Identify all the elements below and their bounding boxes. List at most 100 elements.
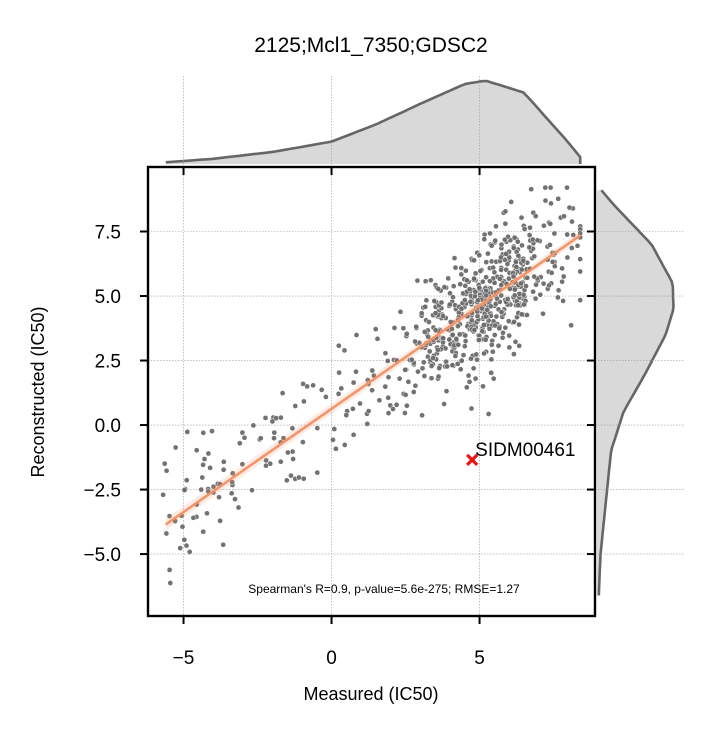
scatter-point	[461, 297, 468, 303]
scatter-point	[504, 296, 511, 302]
scatter-point	[547, 242, 553, 248]
scatter-point	[515, 302, 521, 309]
scatter-point	[534, 237, 541, 244]
scatter-point	[505, 318, 512, 324]
scatter-point	[564, 254, 571, 261]
scatter-point	[239, 429, 246, 436]
scatter-point	[440, 313, 446, 320]
scatter-point	[193, 447, 200, 454]
scatter-point	[493, 223, 499, 230]
scatter-point	[511, 319, 517, 325]
scatter-point	[438, 299, 445, 306]
scatter-point	[167, 580, 174, 586]
chart-title: 2125;Mcl1_7350;GDSC2	[254, 34, 487, 57]
scatter-point	[481, 322, 487, 328]
scatter-point	[436, 365, 443, 371]
scatter-point	[502, 220, 509, 227]
scatter-point	[364, 421, 371, 427]
scatter-point	[376, 397, 383, 404]
scatter-point	[432, 310, 439, 316]
scatter-point	[483, 287, 489, 294]
scatter-point	[506, 344, 513, 351]
scatter-point	[301, 398, 307, 405]
scatter-point	[561, 213, 567, 220]
scatter-point	[458, 305, 465, 312]
scatter-point	[452, 353, 459, 359]
scatter-point	[510, 273, 517, 280]
scatter-point	[430, 355, 436, 361]
scatter-point	[318, 386, 325, 393]
scatter-point	[186, 549, 193, 555]
scatter-point	[471, 275, 477, 282]
y-tick-label: −2.5	[83, 481, 121, 502]
scatter-point	[300, 439, 306, 445]
scatter-point	[555, 287, 562, 294]
scatter-point	[516, 321, 522, 328]
highlight-point-marker	[466, 453, 479, 467]
scatter-point	[491, 332, 498, 338]
scatter-point	[262, 415, 269, 421]
scatter-point	[385, 410, 392, 416]
x-tick-label: −5	[173, 648, 195, 669]
scatter-point	[432, 327, 439, 334]
scatter-point	[443, 358, 449, 365]
scatter-point	[470, 365, 477, 372]
scatter-point	[537, 291, 544, 298]
scatter-point	[548, 200, 554, 207]
x-tick-label: 0	[326, 648, 337, 669]
scatter-point	[548, 269, 555, 276]
scatter-point	[271, 435, 277, 442]
scatter-point	[410, 389, 417, 395]
scatter-point	[296, 474, 302, 481]
scatter-point	[229, 470, 236, 477]
scatter-point	[428, 375, 435, 382]
scatter-point	[502, 208, 509, 215]
scatter-point	[475, 297, 481, 304]
scatter-point	[397, 308, 404, 315]
scatter-point	[365, 408, 372, 414]
scatter-point	[476, 284, 483, 291]
scatter-point	[487, 278, 493, 284]
scatter-point	[485, 411, 492, 417]
top-density-fill	[165, 81, 581, 164]
scatter-point	[515, 252, 522, 259]
scatter-point	[462, 282, 469, 289]
scatter-point	[482, 313, 489, 320]
scatter-point	[415, 368, 421, 375]
scatter-point	[413, 323, 420, 330]
scatter-point	[452, 264, 459, 271]
scatter-point	[485, 250, 491, 257]
scatter-point	[300, 381, 306, 387]
scatter-point	[513, 259, 519, 265]
scatter-point	[514, 238, 521, 245]
scatter-point	[518, 311, 525, 318]
scatter-point	[207, 464, 213, 471]
scatter-point	[463, 277, 470, 284]
scatter-point	[528, 186, 535, 193]
scatter-point	[166, 567, 173, 573]
scatter-point	[546, 282, 552, 289]
scatter-point	[498, 254, 504, 261]
scatter-point	[181, 536, 188, 543]
scatter-point	[443, 388, 450, 394]
y-tick-label: 2.5	[95, 352, 121, 373]
scatter-point	[341, 442, 348, 448]
scatter-point	[290, 456, 296, 462]
scatter-point	[466, 378, 473, 385]
scatter-point	[279, 390, 286, 396]
scatter-point	[382, 383, 389, 390]
scatter-point	[228, 490, 235, 497]
scatter-point	[471, 257, 477, 264]
scatter-point	[441, 284, 448, 290]
scatter-point	[235, 504, 242, 511]
scatter-point	[199, 474, 206, 481]
y-tick-label: 5.0	[95, 287, 121, 308]
scatter-point	[478, 305, 485, 312]
y-axis-label: Reconstructed (IC50)	[28, 306, 48, 477]
scatter-point	[220, 458, 227, 465]
scatter-point	[350, 431, 357, 438]
scatter-point	[422, 278, 429, 285]
scatter-point	[431, 298, 438, 304]
scatter-point	[457, 366, 464, 373]
scatter-point	[160, 491, 166, 498]
